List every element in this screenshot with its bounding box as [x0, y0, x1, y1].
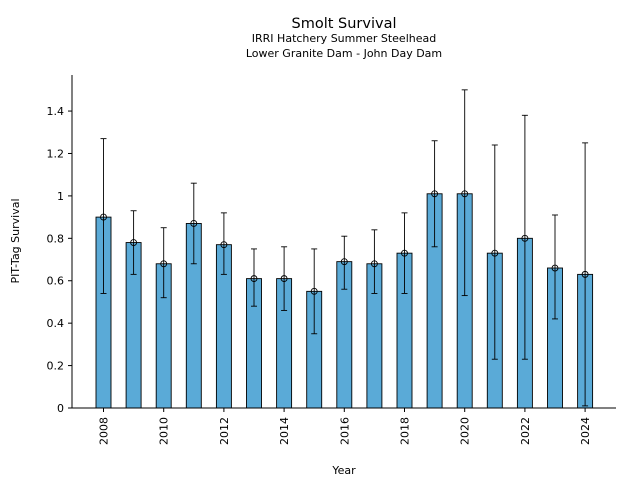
- point-marker-2009: [130, 239, 138, 247]
- y-tick-label-0.8: 0.8: [47, 232, 65, 245]
- point-marker-2018: [401, 249, 408, 257]
- plot-area: 0 0.2 0.4 0.6 0.8 1 1.2 1.4 2008 2010 2012 2014 2016…: [47, 75, 616, 445]
- x-axis-label: Year: [331, 464, 356, 477]
- x-tick-label-2022: 2022: [519, 417, 532, 445]
- chart-subtitle-line2: Lower Granite Dam - John Day Dam: [246, 47, 442, 60]
- point-marker-2016: [340, 258, 348, 266]
- point-marker-2013: [250, 275, 258, 283]
- point-marker-2010: [160, 260, 168, 268]
- x-tick-label-2010: 2010: [158, 417, 171, 445]
- x-tick-label-2016: 2016: [338, 417, 351, 445]
- y-tick-label-0.4: 0.4: [47, 317, 65, 330]
- y-tick-label-0.2: 0.2: [47, 360, 65, 373]
- y-tick-label-1.4: 1.4: [47, 105, 65, 118]
- chart-subtitle-line1: IRRI Hatchery Summer Steelhead: [252, 32, 436, 45]
- x-tick-label-2024: 2024: [579, 417, 592, 445]
- point-marker-2020: [461, 190, 469, 198]
- point-marker-2011: [190, 220, 198, 227]
- y-axis-label: PIT-Tag Survival: [9, 198, 22, 283]
- point-marker-2017: [370, 260, 378, 268]
- point-marker-2012: [220, 241, 228, 249]
- point-marker-2022: [521, 234, 529, 242]
- x-tick-label-2012: 2012: [218, 417, 231, 445]
- point-marker-2024: [581, 270, 589, 278]
- point-marker-2014: [280, 275, 288, 283]
- chart-title: Smolt Survival: [292, 16, 397, 32]
- point-marker-2021: [491, 249, 499, 257]
- x-tick-label-2020: 2020: [459, 417, 472, 445]
- x-tick-label-2014: 2014: [278, 417, 291, 445]
- point-marker-2019: [431, 190, 439, 198]
- point-marker-2015: [310, 287, 318, 295]
- y-tick-label-1.2: 1.2: [47, 147, 65, 160]
- x-tick-label-2018: 2018: [399, 417, 412, 445]
- x-tick-label-2008: 2008: [98, 417, 111, 445]
- y-tick-label-0: 0: [57, 402, 64, 415]
- point-marker-2023: [551, 264, 559, 272]
- y-tick-label-1: 1: [57, 190, 64, 203]
- y-tick-label-0.6: 0.6: [47, 275, 65, 288]
- point-marker-2008: [100, 213, 107, 221]
